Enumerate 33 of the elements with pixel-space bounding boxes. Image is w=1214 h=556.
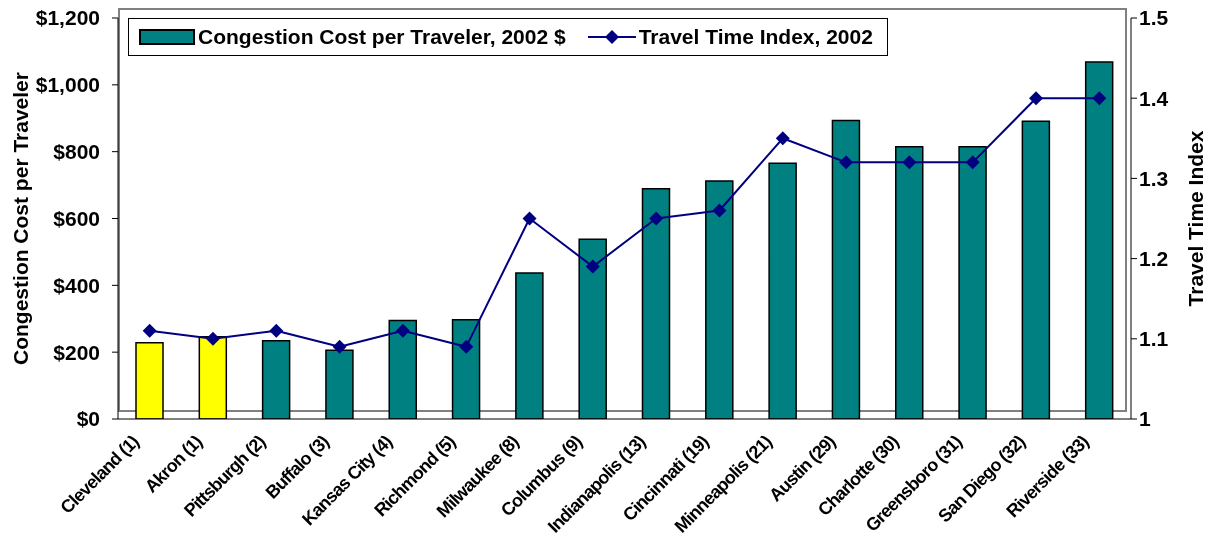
y2-tick-label: 1 [1139, 407, 1151, 431]
point [332, 339, 347, 354]
y2-tick-label: 1.1 [1139, 327, 1169, 351]
legend-label: Travel Time Index, 2002 [638, 25, 873, 49]
point [459, 339, 474, 354]
point [142, 323, 157, 338]
point [395, 323, 410, 338]
y-tick-label: $400 [53, 273, 100, 297]
y2-axis-title: Travel Time Index [1183, 130, 1207, 307]
point [269, 323, 284, 338]
point [205, 331, 220, 346]
y-tick-label: $800 [53, 140, 100, 164]
y-axis-title: Congestion Cost per Traveler [8, 72, 32, 365]
point [1029, 91, 1044, 106]
point [839, 155, 854, 170]
y-tick-label: $600 [53, 206, 100, 230]
y-tick-label: $1,000 [35, 73, 100, 97]
point [522, 211, 537, 226]
point [965, 155, 980, 170]
y-tick-label: $200 [53, 340, 100, 364]
y2-tick-label: 1.5 [1139, 6, 1169, 30]
y-tick-label: $0 [76, 407, 100, 431]
point [712, 203, 727, 218]
y2-tick-label: 1.3 [1139, 166, 1169, 190]
point [649, 211, 664, 226]
y2-tick-label: 1.4 [1139, 86, 1169, 110]
point [902, 155, 917, 170]
y2-tick-label: 1.2 [1139, 247, 1169, 271]
point [775, 131, 790, 146]
point [585, 259, 600, 274]
point [1092, 91, 1107, 106]
legend-label: Congestion Cost per Traveler, 2002 $ [198, 25, 566, 49]
y-tick-label: $1,200 [35, 6, 100, 30]
